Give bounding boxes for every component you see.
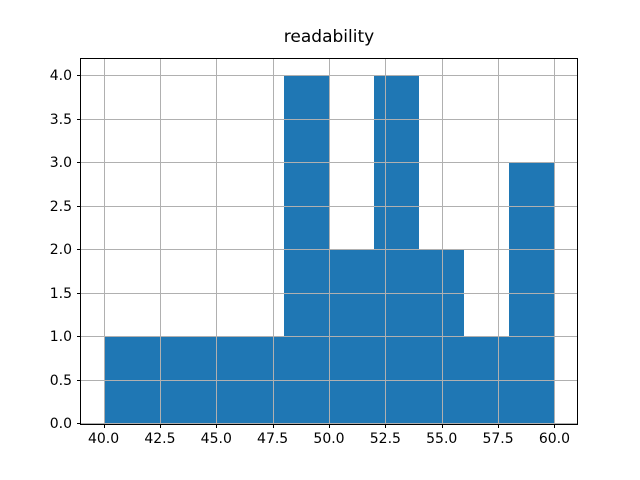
y-tick-mark [77,292,81,294]
x-gridline [103,59,105,424]
x-gridline [159,59,161,424]
x-gridline [216,59,218,424]
x-tick-mark [216,424,218,428]
y-gridline [81,249,577,251]
x-tick-mark [272,424,274,428]
x-tick-label: 40.0 [87,431,120,447]
y-gridline [81,292,577,294]
x-tick-label: 45.0 [200,431,232,447]
x-tick-label: 55.0 [426,431,458,447]
x-tick-mark [103,424,105,428]
x-tick-label: 57.5 [482,431,514,447]
axis-ticks-layer: 40.0 42.5 45.0 47.5 50.0 52.5 55.0 57.5 60.0 0.0 0… [50,59,577,447]
x-gridline [385,59,387,424]
y-gridline [81,205,577,207]
x-gridline [441,59,443,424]
y-tick-label: 1.0 [49,329,72,346]
y-tick-mark [77,379,81,381]
y-tick-label: 3.0 [49,155,72,172]
y-tick-label: 1.5 [49,285,72,302]
y-tick-label: 0.0 [49,416,72,432]
y-gridline [81,379,577,381]
x-tick-label: 60.0 [538,431,571,447]
x-tick-mark [385,424,387,428]
y-tick-mark [77,423,81,424]
y-gridline [81,423,577,424]
y-tick-label: 3.5 [49,111,72,128]
x-tick-label: 50.0 [313,431,345,447]
grid-layer [81,59,577,424]
y-tick-mark [77,75,81,77]
x-tick-mark [159,424,161,428]
y-tick-mark [77,118,81,120]
y-gridline [81,118,577,120]
x-tick-label: 47.5 [257,431,289,447]
x-tick-mark [554,424,556,428]
chart-title: readability [283,27,375,47]
y-tick-label: 2.0 [49,242,72,259]
x-tick-mark [329,424,330,428]
y-tick-label: 2.5 [49,198,72,215]
plot-area: 40.0 42.5 45.0 47.5 50.0 52.5 55.0 57.5 60.0 0.0 0… [50,58,578,447]
y-tick-label: 0.5 [49,372,72,389]
y-tick-mark [77,205,81,207]
y-gridline [81,336,577,338]
x-gridline [554,59,556,424]
y-tick-mark [77,249,81,251]
y-tick-mark [77,162,81,164]
y-gridline [81,162,577,164]
y-tick-label: 4.0 [49,68,72,85]
y-tick-mark [77,336,81,338]
x-gridline [329,59,330,424]
x-tick-mark [441,424,443,428]
x-tick-label: 52.5 [369,431,401,447]
y-gridline [81,75,577,77]
x-tick-mark [498,424,500,428]
x-tick-label: 42.5 [144,431,176,447]
x-gridline [498,59,500,424]
x-gridline [272,59,274,424]
